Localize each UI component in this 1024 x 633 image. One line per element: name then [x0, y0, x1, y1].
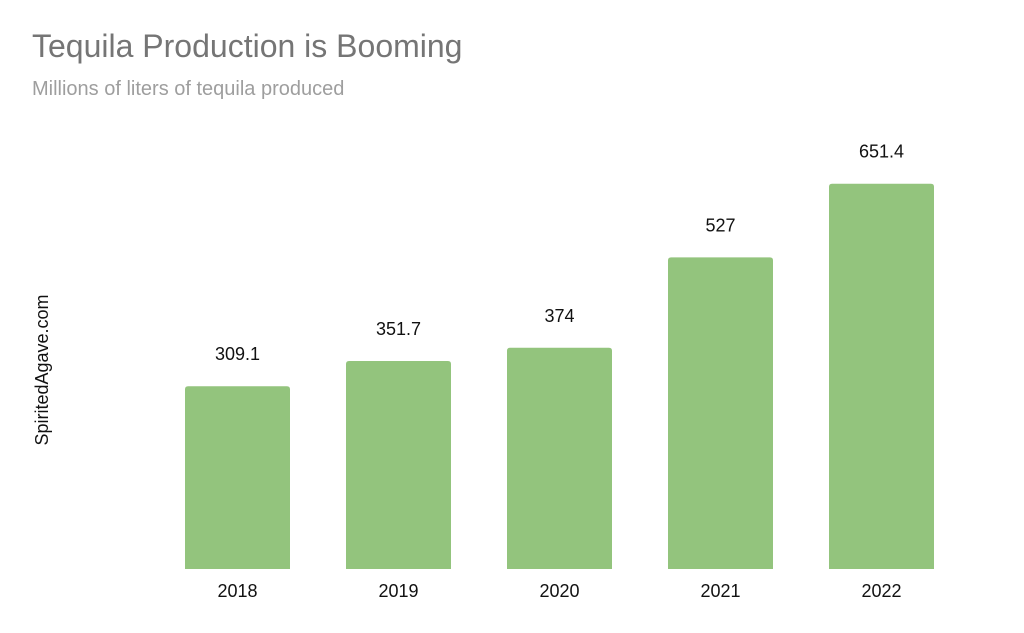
- chart-subtitle: Millions of liters of tequila produced: [32, 78, 345, 100]
- y-axis-label: SpiritedAgave.com: [32, 294, 52, 445]
- data-label-2018: 309.1: [215, 344, 260, 364]
- data-label-2021: 527: [705, 215, 735, 235]
- data-label-2022: 651.4: [859, 142, 904, 162]
- x-tick-2021: 2021: [700, 581, 740, 601]
- x-tick-2018: 2018: [217, 581, 257, 601]
- bar-2019: [346, 360, 451, 569]
- bar-2020: [507, 347, 612, 569]
- x-tick-2020: 2020: [539, 581, 579, 601]
- data-labels: 309.1 351.7 374 527 651.4: [215, 142, 904, 364]
- bar-2022: [829, 183, 934, 570]
- data-label-2019: 351.7: [376, 319, 421, 339]
- x-tick-labels: 2018 2019 2020 2021 2022: [217, 581, 901, 601]
- bar-2021: [668, 257, 773, 569]
- data-label-2020: 374: [544, 306, 574, 326]
- bar-2018: [185, 386, 290, 569]
- x-tick-2019: 2019: [378, 581, 418, 601]
- bars-group: [185, 183, 934, 570]
- x-tick-2022: 2022: [861, 581, 901, 601]
- chart-title: Tequila Production is Booming: [32, 28, 463, 64]
